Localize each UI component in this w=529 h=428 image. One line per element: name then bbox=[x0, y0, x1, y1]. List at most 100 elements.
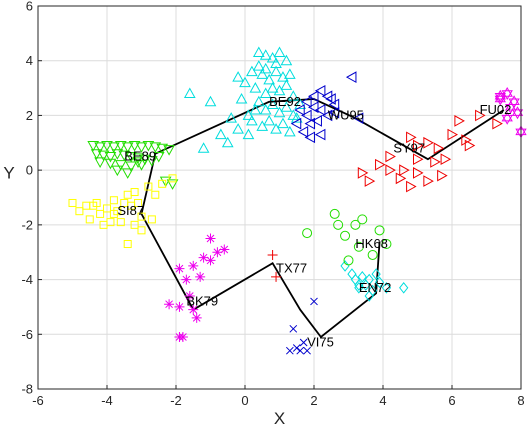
cluster-label: FU02 bbox=[480, 102, 512, 117]
cluster-label: BE89 bbox=[124, 148, 156, 163]
data-point bbox=[273, 106, 286, 118]
data-point bbox=[239, 76, 251, 88]
x-tick-label: 6 bbox=[448, 393, 455, 408]
data-point bbox=[423, 136, 434, 149]
data-point bbox=[128, 141, 141, 152]
data-point bbox=[266, 51, 279, 63]
data-point bbox=[325, 93, 336, 105]
data-point bbox=[103, 204, 111, 213]
y-tick-label: -4 bbox=[21, 272, 33, 287]
y-tick-label: 4 bbox=[26, 53, 33, 68]
data-point bbox=[219, 244, 230, 255]
data-point bbox=[130, 188, 139, 197]
data-point bbox=[464, 139, 476, 152]
data-point bbox=[297, 125, 309, 138]
data-point bbox=[135, 142, 148, 153]
data-point bbox=[114, 141, 127, 152]
data-point bbox=[292, 344, 301, 352]
data-point bbox=[367, 249, 378, 260]
data-point bbox=[406, 180, 417, 193]
data-point bbox=[132, 157, 144, 168]
data-point bbox=[352, 112, 364, 125]
data-point bbox=[311, 115, 322, 127]
data-point bbox=[205, 255, 216, 266]
data-point bbox=[174, 263, 185, 274]
y-tick-label: -2 bbox=[21, 217, 33, 232]
data-point bbox=[454, 115, 465, 127]
data-point bbox=[82, 201, 91, 210]
y-tick-label: 2 bbox=[26, 108, 33, 123]
data-point bbox=[121, 168, 134, 179]
data-point bbox=[299, 338, 308, 347]
data-point bbox=[259, 49, 272, 60]
cluster-label: EN72 bbox=[359, 280, 392, 295]
data-point bbox=[423, 175, 434, 187]
cluster-label: SI87 bbox=[117, 203, 144, 218]
data-point bbox=[296, 346, 305, 355]
data-point bbox=[273, 84, 286, 96]
data-point bbox=[350, 219, 361, 230]
data-point bbox=[353, 241, 364, 252]
data-point bbox=[104, 151, 117, 163]
data-point bbox=[440, 153, 452, 166]
data-point bbox=[333, 219, 344, 230]
data-point bbox=[385, 150, 396, 163]
y-axis-label: Y bbox=[3, 163, 14, 182]
data-point bbox=[146, 156, 158, 167]
data-point bbox=[109, 196, 118, 205]
x-tick-label: -4 bbox=[101, 393, 113, 408]
data-point bbox=[191, 312, 202, 323]
data-point bbox=[343, 255, 354, 266]
x-tick-label: -2 bbox=[170, 393, 182, 408]
data-point bbox=[314, 84, 326, 97]
data-point bbox=[96, 209, 105, 218]
x-axis-label: X bbox=[274, 409, 285, 428]
data-point bbox=[147, 215, 156, 224]
data-point bbox=[123, 240, 132, 249]
data-point bbox=[246, 114, 258, 126]
data-point bbox=[280, 79, 293, 90]
data-point bbox=[94, 142, 106, 153]
data-point bbox=[89, 201, 98, 210]
data-point bbox=[156, 143, 169, 155]
data-point bbox=[87, 141, 100, 152]
data-point bbox=[314, 128, 326, 141]
data-point bbox=[304, 131, 316, 144]
data-point bbox=[413, 153, 424, 166]
data-point bbox=[94, 157, 106, 168]
data-point bbox=[97, 150, 110, 162]
data-point bbox=[329, 208, 340, 219]
data-point bbox=[158, 179, 167, 188]
data-point bbox=[114, 160, 127, 171]
data-point bbox=[314, 104, 326, 116]
data-point bbox=[395, 172, 407, 185]
data-point bbox=[68, 198, 77, 207]
data-point bbox=[354, 279, 364, 291]
data-point bbox=[259, 62, 272, 74]
data-point bbox=[280, 101, 293, 112]
data-point bbox=[301, 109, 312, 122]
data-point bbox=[413, 167, 424, 179]
data-point bbox=[307, 101, 319, 114]
data-point bbox=[374, 276, 385, 289]
data-point bbox=[242, 109, 255, 120]
data-point bbox=[381, 239, 392, 250]
data-point bbox=[108, 142, 120, 153]
data-point bbox=[271, 271, 282, 282]
data-point bbox=[290, 112, 303, 123]
point-labels-layer: FU02 SY97 WU95 BE92 BE89 SI87 HK68 TX77 EN72 BK79… bbox=[117, 94, 511, 350]
data-point bbox=[123, 190, 132, 199]
data-point bbox=[364, 273, 374, 286]
cluster-label: VI75 bbox=[307, 334, 334, 349]
cluster-label: BE92 bbox=[269, 94, 301, 109]
data-point bbox=[164, 299, 175, 310]
data-point bbox=[252, 95, 265, 107]
data-point bbox=[357, 214, 368, 225]
data-point bbox=[340, 230, 351, 241]
data-point bbox=[85, 215, 94, 224]
data-point bbox=[109, 209, 118, 218]
data-point bbox=[198, 252, 209, 263]
data-point bbox=[399, 164, 410, 176]
y-tick-label: 6 bbox=[26, 0, 33, 14]
data-point bbox=[118, 150, 131, 162]
